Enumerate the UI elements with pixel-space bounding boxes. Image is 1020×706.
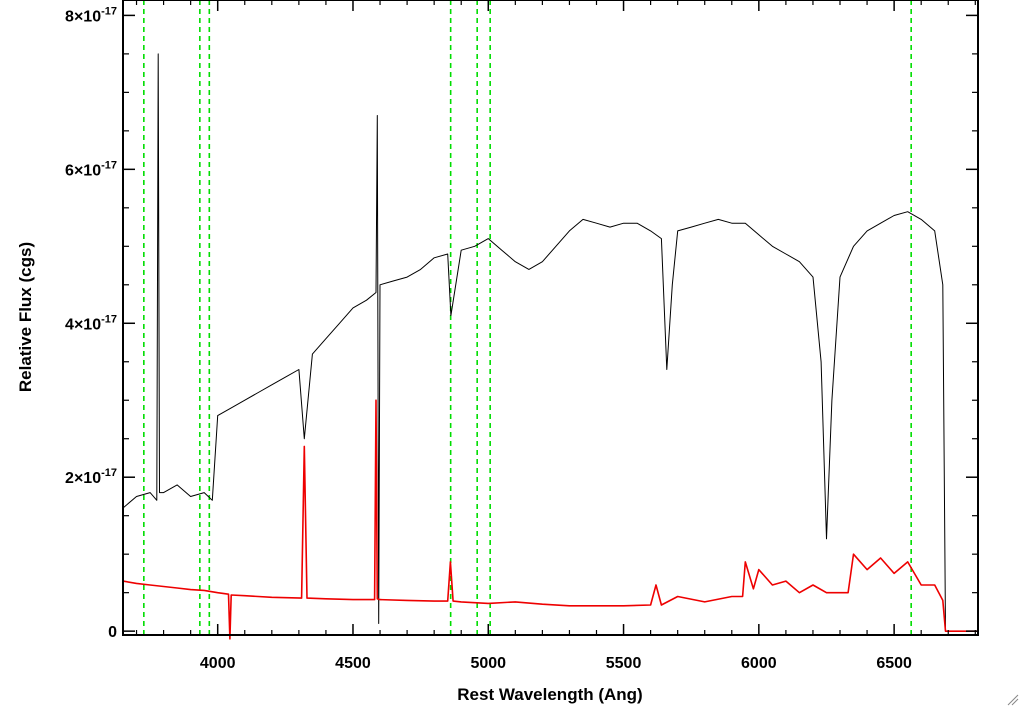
- y-tick-label: 4×10-17: [65, 313, 117, 333]
- error-spectrum-line: [122, 399, 978, 640]
- x-axis-label: Rest Wavelength (Ang): [457, 685, 642, 704]
- y-tick-label: 2×10-17: [65, 467, 117, 487]
- y-axis-ticks: 0 2×10-17 4×10-17 6×10-17 8×10-17: [65, 5, 978, 641]
- x-axis-ticks: 4000 4500 5000 5500 6000 6500: [135, 0, 976, 672]
- emission-line-markers: [143, 0, 912, 635]
- plot-frame: [122, 0, 979, 636]
- y-axis-label: Relative Flux (cgs): [16, 242, 35, 392]
- spectrum-series: [122, 53, 978, 640]
- x-tick-label: 6500: [876, 655, 912, 672]
- resize-grip-icon[interactable]: [1007, 694, 1019, 706]
- x-tick-label: 6000: [741, 655, 777, 672]
- y-tick-label: 8×10-17: [65, 5, 117, 25]
- x-tick-label: 4000: [200, 655, 236, 672]
- x-tick-label: 5500: [606, 655, 642, 672]
- x-tick-label: 5000: [470, 655, 506, 672]
- x-tick-label: 4500: [335, 655, 371, 672]
- y-tick-label: 0: [108, 624, 117, 641]
- y-tick-label: 6×10-17: [65, 159, 117, 179]
- object-spectrum-line: [122, 53, 978, 632]
